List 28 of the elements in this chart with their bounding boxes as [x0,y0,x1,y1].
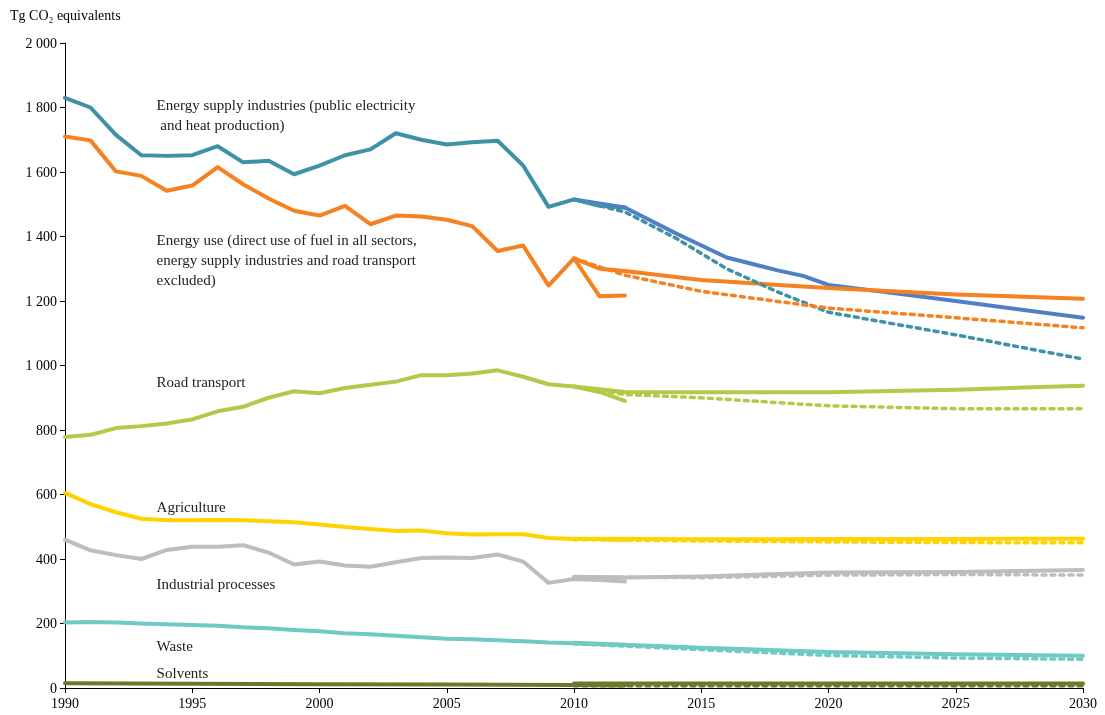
x-tick-label: 2025 [941,695,970,711]
y-tick-label: 1 800 [25,100,57,115]
y-tick-label: 1 600 [25,164,57,180]
y-axis-title: Tg CO₂ equivalents [10,7,121,23]
series-label: Energy supply industries (public electricity and heat production) [156,96,416,134]
y-tick-label: 1 400 [25,229,57,244]
y-tick-label: 400 [36,551,57,567]
x-tick-label: 1990 [51,695,79,711]
x-tick-label: 2005 [432,695,461,711]
series-label: Road transport [156,373,247,390]
series-label: Solvents [156,664,209,681]
y-tick-label: 200 [36,616,57,631]
y-tick-label: 1 000 [25,358,57,373]
x-tick-label: 2030 [1069,695,1097,711]
x-tick-label: 2010 [560,695,588,711]
series-label: Agriculture [156,499,227,516]
x-tick-label: 2000 [305,695,334,711]
series-label: Waste [156,638,194,655]
x-tick-label: 1995 [178,695,207,711]
y-tick-label: 800 [36,422,57,438]
x-tick-label: 2020 [814,695,843,711]
x-tick-label: 2015 [687,695,716,711]
y-tick-label: 1 200 [25,293,57,309]
series-label: Industrial processes [156,576,276,593]
y-tick-label: 600 [36,487,57,502]
y-tick-label: 0 [50,680,57,696]
y-tick-label: 2 000 [25,35,57,51]
series-label: Energy use (direct use of fuel in all sectors, energy supply industries and road transport excluded) [156,232,421,290]
